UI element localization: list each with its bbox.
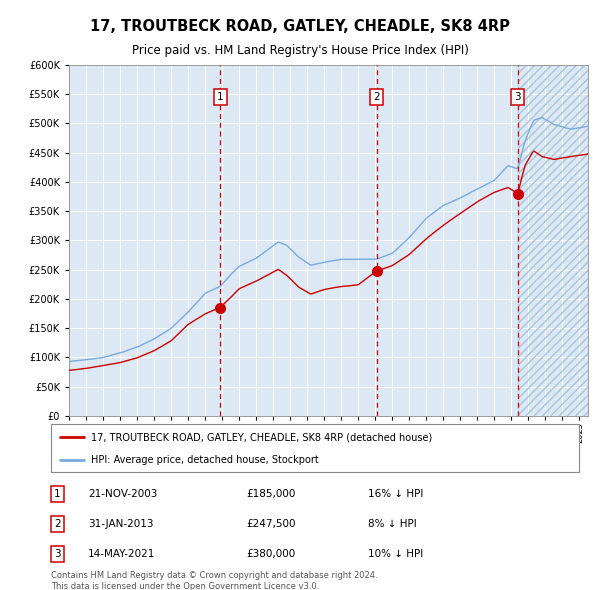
Text: 3: 3 — [514, 92, 521, 102]
Text: £247,500: £247,500 — [247, 519, 296, 529]
Text: 21-NOV-2003: 21-NOV-2003 — [88, 489, 157, 499]
Text: 2: 2 — [373, 92, 380, 102]
Text: 1: 1 — [217, 92, 224, 102]
Text: £185,000: £185,000 — [247, 489, 296, 499]
Text: 8% ↓ HPI: 8% ↓ HPI — [368, 519, 416, 529]
Text: 17, TROUTBECK ROAD, GATLEY, CHEADLE, SK8 4RP (detached house): 17, TROUTBECK ROAD, GATLEY, CHEADLE, SK8… — [91, 432, 432, 442]
Text: 2: 2 — [54, 519, 61, 529]
Text: HPI: Average price, detached house, Stockport: HPI: Average price, detached house, Stoc… — [91, 455, 319, 465]
Text: 3: 3 — [54, 549, 61, 559]
Text: 14-MAY-2021: 14-MAY-2021 — [88, 549, 155, 559]
Text: 31-JAN-2013: 31-JAN-2013 — [88, 519, 154, 529]
Text: 16% ↓ HPI: 16% ↓ HPI — [368, 489, 423, 499]
Text: 10% ↓ HPI: 10% ↓ HPI — [368, 549, 423, 559]
Text: Price paid vs. HM Land Registry's House Price Index (HPI): Price paid vs. HM Land Registry's House … — [131, 44, 469, 57]
Text: 1: 1 — [54, 489, 61, 499]
Text: £380,000: £380,000 — [247, 549, 296, 559]
Text: Contains HM Land Registry data © Crown copyright and database right 2024.
This d: Contains HM Land Registry data © Crown c… — [51, 571, 377, 590]
Text: 17, TROUTBECK ROAD, GATLEY, CHEADLE, SK8 4RP: 17, TROUTBECK ROAD, GATLEY, CHEADLE, SK8… — [90, 19, 510, 34]
FancyBboxPatch shape — [51, 424, 579, 472]
